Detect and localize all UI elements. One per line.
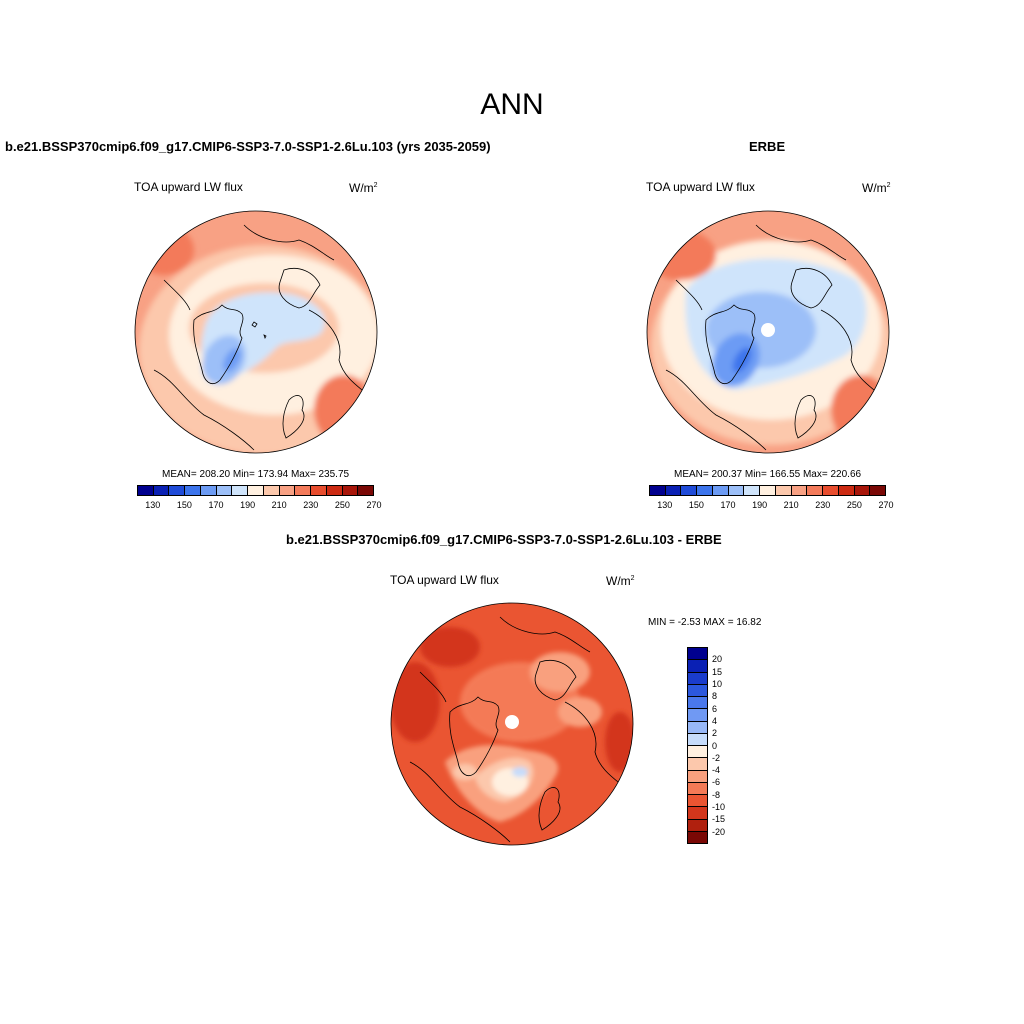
colorbar-tick-label: -4 xyxy=(712,765,721,776)
colorbar-tick-label: 270 xyxy=(878,500,894,510)
colorbar-tick-label: 230 xyxy=(815,500,831,510)
model-polar-map xyxy=(134,210,378,454)
model-panel-title: b.e21.BSSP370cmip6.f09_g17.CMIP6-SSP3-7.… xyxy=(5,139,491,154)
colorbar-tick-label: 210 xyxy=(783,500,799,510)
colorbar-tick-label: 170 xyxy=(208,500,224,510)
model-stats: MEAN= 208.20 Min= 173.94 Max= 235.75 xyxy=(162,469,350,480)
colorbar-box xyxy=(688,733,707,746)
diff-panel-title: b.e21.BSSP370cmip6.f09_g17.CMIP6-SSP3-7.… xyxy=(286,532,722,547)
colorbar-tick-label: -20 xyxy=(712,826,726,837)
colorbar-box xyxy=(744,486,761,495)
colorbar-tick-label: -10 xyxy=(712,802,726,813)
colorbar-box xyxy=(688,697,707,710)
main-title: ANN xyxy=(480,88,544,121)
colorbar-box xyxy=(688,795,707,808)
obs-colorbar: 130 150 170 190 210 230 250 270 xyxy=(649,485,894,515)
colorbar-box xyxy=(665,486,682,495)
colorbar-box xyxy=(760,486,776,495)
colorbar-tick-label: 8 xyxy=(712,691,718,702)
colorbar-box xyxy=(688,831,707,843)
colorbar-box xyxy=(138,486,154,495)
diff-stats: MIN = -2.53 MAX = 16.82 xyxy=(648,617,762,628)
colorbar-box xyxy=(650,486,666,495)
colorbar-box xyxy=(688,721,707,734)
colorbar-box xyxy=(807,486,824,495)
model-units-label: W/m2 xyxy=(349,181,378,195)
colorbar-box xyxy=(279,486,296,495)
diff-variable-label: TOA upward LW flux xyxy=(390,573,499,587)
model-colorbar: 130 150 170 190 210 230 250 270 xyxy=(137,485,382,515)
colorbar-box xyxy=(688,709,707,722)
colorbar-box xyxy=(775,486,792,495)
colorbar-tick-label: 150 xyxy=(176,500,192,510)
colorbar-box xyxy=(697,486,713,495)
colorbar-box xyxy=(232,486,249,495)
colorbar-box xyxy=(200,486,217,495)
colorbar-box xyxy=(326,486,343,495)
diff-polar-map xyxy=(390,602,634,846)
obs-colorbar-boxes xyxy=(649,485,886,496)
diff-colorbar-boxes xyxy=(687,647,708,844)
colorbar-tick-label: -15 xyxy=(712,814,726,825)
colorbar-tick-label: 4 xyxy=(712,715,718,726)
colorbar-box xyxy=(688,819,707,832)
colorbar-box xyxy=(870,486,886,495)
model-variable-label: TOA upward LW flux xyxy=(134,180,243,194)
colorbar-tick-label: 20 xyxy=(712,654,723,665)
diff-units-label: W/m2 xyxy=(606,574,635,588)
colorbar-box xyxy=(263,486,280,495)
colorbar-box xyxy=(688,684,707,697)
colorbar-tick-label: 250 xyxy=(846,500,862,510)
obs-polar-map xyxy=(646,210,890,454)
colorbar-tick-label: 170 xyxy=(720,500,736,510)
colorbar-tick-label: -8 xyxy=(712,789,721,800)
colorbar-box xyxy=(342,486,359,495)
colorbar-box xyxy=(688,807,707,820)
colorbar-box xyxy=(248,486,264,495)
colorbar-box xyxy=(185,486,201,495)
colorbar-tick-label: 2 xyxy=(712,728,718,739)
colorbar-box xyxy=(169,486,186,495)
colorbar-tick-label: 10 xyxy=(712,678,723,689)
obs-variable-label: TOA upward LW flux xyxy=(646,180,755,194)
colorbar-tick-label: 6 xyxy=(712,703,718,714)
colorbar-tick-label: 130 xyxy=(145,500,161,510)
diff-colorbar: 20 15 10 8 6 4 2 0 -2 -4 -6 -8 -10 -15 -20 xyxy=(687,647,747,844)
colorbar-tick-label: 210 xyxy=(271,500,287,510)
colorbar-box xyxy=(295,486,312,495)
colorbar-box xyxy=(854,486,871,495)
colorbar-box xyxy=(311,486,327,495)
colorbar-box xyxy=(358,486,374,495)
colorbar-box xyxy=(216,486,233,495)
colorbar-box xyxy=(728,486,745,495)
colorbar-box xyxy=(681,486,698,495)
colorbar-box xyxy=(153,486,170,495)
colorbar-box xyxy=(712,486,729,495)
colorbar-box xyxy=(688,660,707,673)
colorbar-box xyxy=(688,648,707,661)
colorbar-tick-label: 150 xyxy=(688,500,704,510)
colorbar-box xyxy=(823,486,839,495)
colorbar-box xyxy=(688,758,707,771)
colorbar-tick-label: 190 xyxy=(752,500,768,510)
colorbar-tick-label: 230 xyxy=(303,500,319,510)
colorbar-tick-label: 0 xyxy=(712,740,718,751)
obs-panel-title: ERBE xyxy=(749,139,786,154)
colorbar-tick-label: 15 xyxy=(712,666,723,677)
obs-stats: MEAN= 200.37 Min= 166.55 Max= 220.66 xyxy=(674,469,862,480)
colorbar-tick-label: 130 xyxy=(657,500,673,510)
colorbar-box xyxy=(838,486,855,495)
colorbar-tick-label: -6 xyxy=(712,777,721,788)
colorbar-box xyxy=(688,770,707,783)
obs-units-label: W/m2 xyxy=(862,181,891,195)
colorbar-tick-label: 250 xyxy=(334,500,350,510)
colorbar-box xyxy=(791,486,808,495)
model-colorbar-boxes xyxy=(137,485,374,496)
colorbar-box xyxy=(688,746,707,759)
colorbar-box xyxy=(688,782,707,795)
colorbar-box xyxy=(688,672,707,685)
colorbar-tick-label: 190 xyxy=(240,500,256,510)
colorbar-tick-label: -2 xyxy=(712,752,721,763)
colorbar-tick-label: 270 xyxy=(366,500,382,510)
